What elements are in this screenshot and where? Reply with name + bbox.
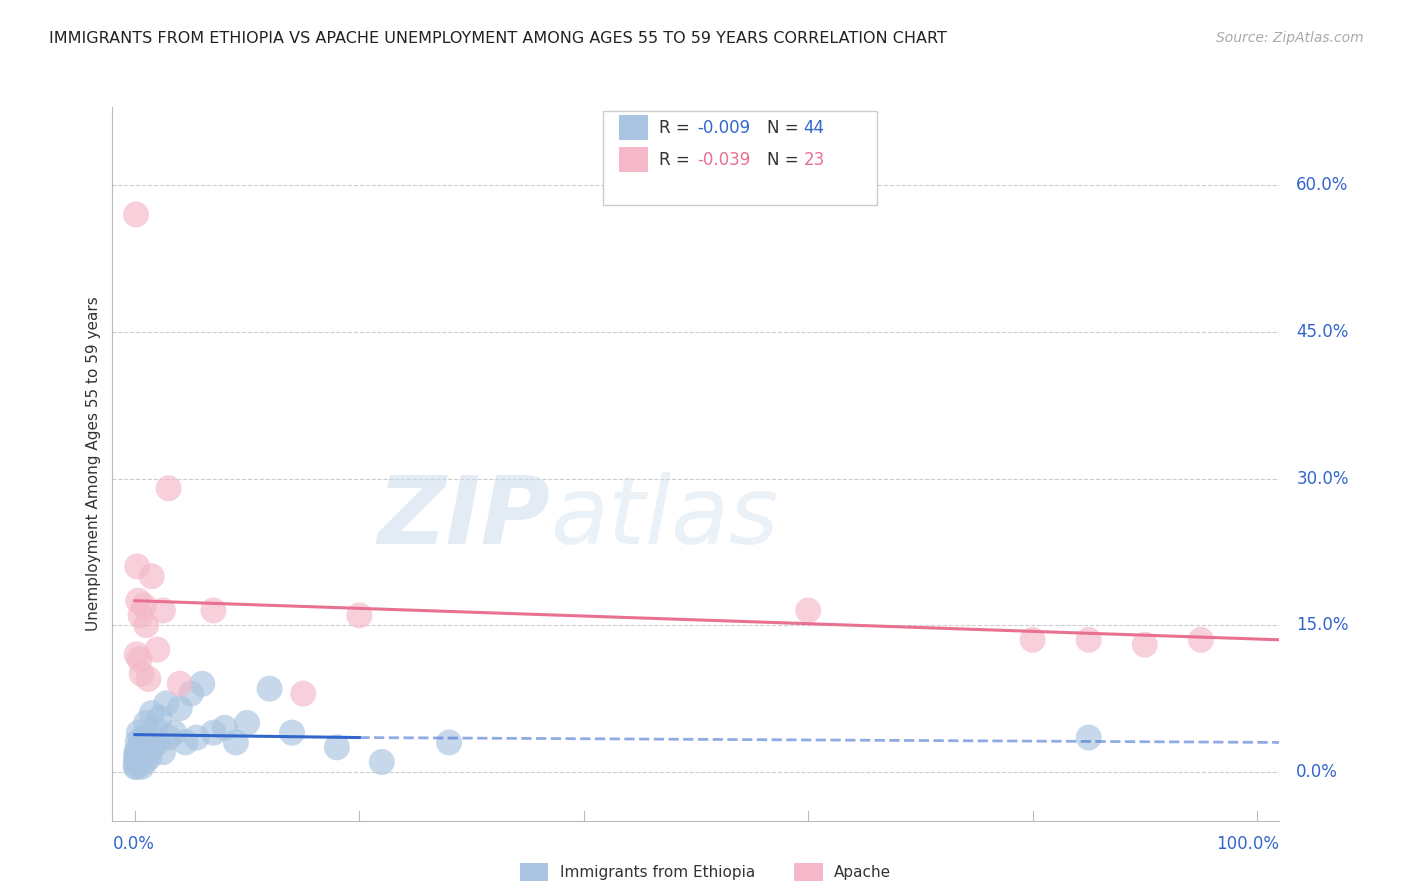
Point xyxy=(127,559,149,574)
Point xyxy=(1133,638,1156,652)
Text: R =: R = xyxy=(659,119,695,136)
Point xyxy=(128,740,150,755)
Point xyxy=(127,755,149,769)
Text: 44: 44 xyxy=(804,119,825,136)
Point xyxy=(163,725,186,739)
Point xyxy=(132,599,155,613)
Text: 0.0%: 0.0% xyxy=(1296,763,1339,780)
Text: N =: N = xyxy=(768,119,804,136)
Point xyxy=(132,745,155,759)
Point xyxy=(155,696,177,710)
Point xyxy=(124,760,146,774)
Point xyxy=(129,750,152,764)
Text: -0.039: -0.039 xyxy=(697,151,749,169)
Point xyxy=(146,642,169,657)
Point xyxy=(157,731,180,745)
Point xyxy=(138,750,160,764)
Point xyxy=(127,735,149,749)
Point xyxy=(127,750,149,764)
Point xyxy=(1077,731,1099,745)
Point xyxy=(326,740,349,755)
Point xyxy=(127,593,149,607)
Point xyxy=(141,706,163,720)
Point xyxy=(191,677,214,691)
Point xyxy=(135,715,157,730)
Text: N =: N = xyxy=(768,151,804,169)
Point xyxy=(149,711,172,725)
Point xyxy=(1021,632,1043,647)
Point xyxy=(125,750,148,764)
Text: Immigrants from Ethiopia: Immigrants from Ethiopia xyxy=(560,865,755,880)
Y-axis label: Unemployment Among Ages 55 to 59 years: Unemployment Among Ages 55 to 59 years xyxy=(86,296,101,632)
Point xyxy=(125,208,148,222)
Point xyxy=(236,715,259,730)
Point xyxy=(141,569,163,583)
Point xyxy=(371,755,394,769)
Point xyxy=(292,687,315,701)
Point xyxy=(225,735,247,749)
Text: 100.0%: 100.0% xyxy=(1216,835,1279,854)
Point xyxy=(157,481,180,495)
Text: R =: R = xyxy=(659,151,695,169)
Point xyxy=(202,725,225,739)
Point xyxy=(125,755,148,769)
Text: IMMIGRANTS FROM ETHIOPIA VS APACHE UNEMPLOYMENT AMONG AGES 55 TO 59 YEARS CORREL: IMMIGRANTS FROM ETHIOPIA VS APACHE UNEMP… xyxy=(49,31,948,46)
Point xyxy=(131,760,153,774)
Point xyxy=(132,731,155,745)
Point xyxy=(1077,632,1099,647)
Point xyxy=(259,681,281,696)
Text: 30.0%: 30.0% xyxy=(1296,469,1348,488)
Point xyxy=(135,618,157,632)
Point xyxy=(134,755,156,769)
Point xyxy=(146,735,169,749)
Point xyxy=(152,603,174,617)
Text: 0.0%: 0.0% xyxy=(112,835,155,854)
Point xyxy=(125,745,148,759)
Point xyxy=(180,687,202,701)
Point xyxy=(138,735,160,749)
Point xyxy=(202,603,225,617)
Point xyxy=(152,745,174,759)
Text: 45.0%: 45.0% xyxy=(1296,323,1348,341)
Point xyxy=(143,721,166,735)
Point xyxy=(128,725,150,739)
Text: 60.0%: 60.0% xyxy=(1296,177,1348,194)
Text: ZIP: ZIP xyxy=(377,472,550,564)
Text: -0.009: -0.009 xyxy=(697,119,749,136)
Text: atlas: atlas xyxy=(550,472,779,563)
Text: 15.0%: 15.0% xyxy=(1296,616,1348,634)
Point xyxy=(129,608,152,623)
Point xyxy=(169,677,191,691)
Point xyxy=(214,721,236,735)
Point xyxy=(169,701,191,715)
Point xyxy=(797,603,820,617)
Point xyxy=(131,667,153,681)
Point xyxy=(128,652,150,666)
Point xyxy=(349,608,371,623)
Point xyxy=(1189,632,1212,647)
Text: Source: ZipAtlas.com: Source: ZipAtlas.com xyxy=(1216,31,1364,45)
Text: Apache: Apache xyxy=(834,865,891,880)
Point xyxy=(125,648,148,662)
Point xyxy=(186,731,208,745)
Point xyxy=(174,735,197,749)
Point xyxy=(125,760,148,774)
Point xyxy=(127,745,149,759)
Point xyxy=(281,725,304,739)
Point xyxy=(142,740,165,755)
Point xyxy=(138,672,160,686)
Text: 23: 23 xyxy=(804,151,825,169)
Point xyxy=(136,745,159,759)
Point xyxy=(437,735,460,749)
